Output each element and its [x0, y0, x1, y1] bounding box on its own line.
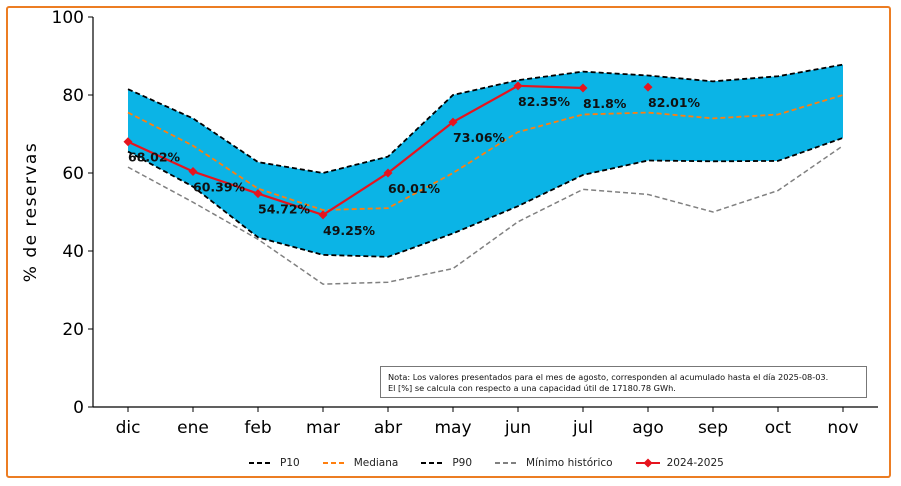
legend-swatch-mediana — [322, 462, 347, 464]
y-tick-label-20: 20 — [62, 320, 84, 340]
p10-p90-band — [128, 64, 843, 257]
legend-item-mediana: Mediana — [322, 457, 399, 469]
legend: P10 Mediana P90 Mínimo histórico 2024-2025 — [248, 454, 746, 472]
data-point-may — [448, 117, 458, 127]
data-point-mar — [318, 210, 328, 220]
x-tick-label-mar: mar — [306, 418, 340, 438]
legend-label-2024-2025: 2024-2025 — [666, 457, 724, 469]
note-line-1: Nota: Los valores presentados para el me… — [388, 372, 829, 382]
x-tick-label-feb: feb — [244, 418, 271, 438]
legend-item-p90: P90 — [420, 457, 472, 469]
y-axis-label: % de reservas — [21, 142, 41, 282]
x-tick-label-nov: nov — [827, 418, 858, 438]
legend-label-mediana: Mediana — [353, 457, 399, 469]
y-tick-label-60: 60 — [62, 164, 84, 184]
x-tick-label-may: may — [434, 418, 471, 438]
legend-label-m-nimo-hist-rico: Mínimo histórico — [526, 457, 613, 469]
x-tick-label-ene: ene — [177, 418, 209, 438]
y-tick-label-0: 0 — [73, 398, 84, 418]
legend-swatch-p10 — [249, 462, 273, 464]
data-point-jun — [513, 81, 523, 91]
y-tick-label-80: 80 — [62, 86, 84, 106]
data-label-abr: 60.01% — [388, 181, 441, 196]
legend-label-p10: P10 — [280, 457, 300, 469]
data-label-ene: 60.39% — [193, 179, 246, 194]
series-line-mediana — [127, 94, 844, 211]
x-tick-label-jul: jul — [572, 418, 593, 438]
data-point-dic — [123, 137, 133, 147]
legend-swatch-2024-2025 — [635, 458, 660, 468]
series-line-p90 — [127, 63, 844, 174]
data-point-feb — [253, 189, 263, 199]
x-tick-label-abr: abr — [374, 418, 402, 438]
note-line-2: El [%] se calcula con respecto a una cap… — [388, 383, 676, 393]
x-tick-label-ago: ago — [632, 418, 664, 438]
x-tick-label-oct: oct — [765, 418, 792, 438]
x-tick-label-jun: jun — [504, 418, 531, 438]
data-label-dic: 68.02% — [128, 150, 181, 165]
data-point-jul — [578, 83, 588, 93]
series-line-m-nimo-hist-rico — [127, 145, 844, 285]
legend-label-p90: P90 — [452, 457, 473, 469]
data-label-jul: 81.8% — [583, 96, 627, 111]
data-point-ene — [188, 166, 198, 176]
legend-item-p10: P10 — [248, 457, 300, 469]
legend-item-2024-2025: 2024-2025 — [635, 457, 724, 469]
series-line-2024-2025 — [127, 84, 584, 217]
legend-item-m-nimo-hist-rico: Mínimo histórico — [494, 457, 613, 469]
data-label-ago: 82.01% — [648, 95, 701, 110]
legend-swatch-m-nimo-hist-rico — [495, 462, 520, 464]
data-point-ago — [643, 82, 653, 92]
x-tick-label-sep: sep — [698, 418, 728, 438]
data-point-abr — [383, 168, 393, 178]
series-line-p10 — [127, 137, 844, 258]
data-label-may: 73.06% — [453, 130, 506, 145]
y-tick-label-100: 100 — [52, 8, 84, 28]
chart-frame — [6, 6, 891, 478]
x-tick-label-dic: dic — [116, 418, 141, 438]
y-tick-label-40: 40 — [62, 242, 84, 262]
note-box: Nota: Los valores presentados para el me… — [380, 366, 867, 398]
data-label-feb: 54.72% — [258, 202, 311, 217]
data-label-mar: 49.25% — [323, 223, 376, 238]
data-label-jun: 82.35% — [518, 94, 571, 109]
legend-swatch-p90 — [421, 462, 446, 464]
